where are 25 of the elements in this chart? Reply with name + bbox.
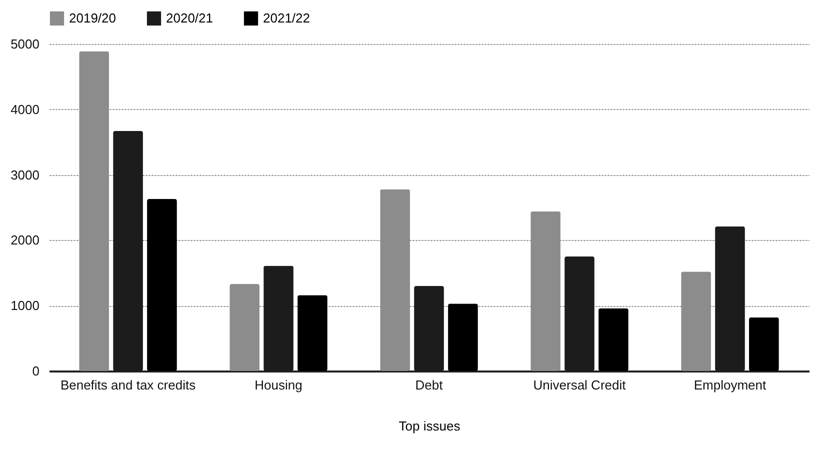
legend-label: 2019/20 — [69, 10, 116, 26]
x-tick-label: Housing — [254, 378, 302, 392]
bar — [530, 211, 560, 371]
y-tick-label: 2000 — [10, 232, 40, 248]
y-tick-label: 5000 — [10, 36, 40, 52]
x-tick-label: Employment — [694, 378, 766, 392]
bar — [598, 308, 628, 371]
bar — [749, 317, 779, 371]
legend-label: 2021/22 — [263, 10, 310, 26]
y-tick-label: 0 — [32, 364, 40, 378]
bar — [147, 199, 177, 371]
legend-label: 2020/21 — [166, 10, 213, 26]
bar — [448, 304, 478, 371]
x-tick-label: Universal Credit — [533, 378, 626, 392]
bar — [298, 295, 328, 371]
bar — [681, 272, 711, 371]
y-tick-label: 3000 — [10, 167, 40, 182]
x-axis-title: Top issues — [398, 418, 461, 434]
y-tick-label: 4000 — [10, 102, 40, 117]
x-tick-label: Benefits and tax credits — [60, 378, 196, 392]
y-tick-label: 1000 — [10, 298, 40, 314]
x-tick-label: Debt — [415, 378, 444, 392]
bar — [380, 189, 410, 371]
bar — [79, 51, 109, 371]
bar — [230, 284, 260, 371]
